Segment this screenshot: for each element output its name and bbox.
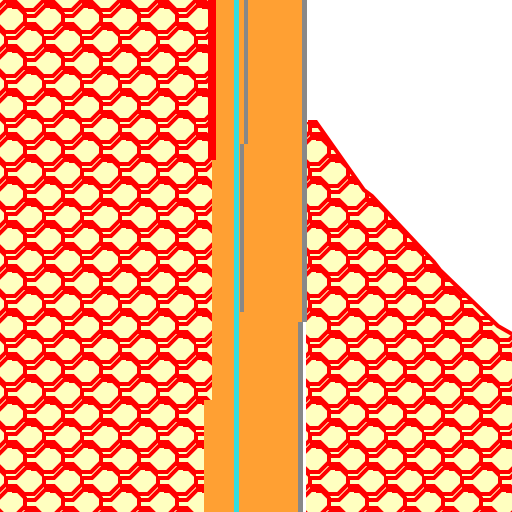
main-road-west-lane-step <box>204 400 214 512</box>
road-east-edge-line-lower <box>298 322 303 512</box>
hatched-area-east[interactable] <box>306 122 512 512</box>
road-inner-edge-line-upper <box>244 0 248 144</box>
road-east-edge-line-upper <box>302 0 307 322</box>
area-east-border <box>308 120 512 336</box>
area-west-border <box>208 0 212 160</box>
main-road-east-lane[interactable] <box>239 0 302 512</box>
road-west-edge-red <box>212 0 216 160</box>
main-road-centerline <box>234 0 239 512</box>
road-inner-edge-line-lower <box>240 144 244 312</box>
hatched-area-west[interactable] <box>0 0 212 512</box>
main-road-west-lane[interactable] <box>212 0 238 512</box>
